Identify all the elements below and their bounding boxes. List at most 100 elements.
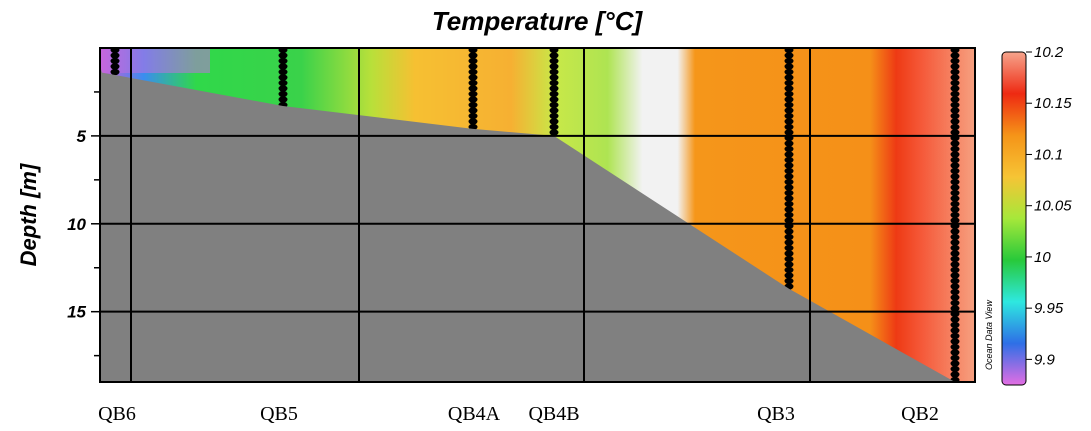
y-tick-label: 15 [67,303,86,322]
sample-point [950,96,960,103]
colorbar-tick-label: 9.95 [1034,300,1064,317]
sample-point [468,52,478,59]
sample-point [784,277,794,285]
sample-point [950,371,960,378]
colorbar-tick-label: 10.2 [1034,44,1064,61]
sample-point [950,178,960,186]
colorbar-tick-label: 10.05 [1034,198,1072,215]
sample-point [784,52,794,59]
sample-point [950,85,960,92]
sample-point [950,68,960,76]
sample-point [549,101,559,109]
sample-point [950,79,960,87]
sample-point [784,48,794,54]
sample-point [784,129,794,136]
sample-point [468,123,478,131]
sample-point [784,173,794,180]
sample-point [278,90,288,98]
sample-point [110,68,120,76]
sample-point [549,57,559,65]
sample-point [950,90,960,98]
sample-point [950,321,960,329]
sample-point [784,178,794,186]
sample-point [950,305,960,312]
sample-point [549,123,559,131]
sample-point [549,85,559,92]
sample-point [784,261,794,268]
sample-point [950,118,960,125]
sample-point [468,118,478,125]
sample-point [278,85,288,92]
sample-point [278,79,288,87]
sample-point [950,294,960,301]
sample-point [784,101,794,109]
plot-area [100,48,975,382]
sample-point [784,250,794,257]
sample-point [468,107,478,114]
sample-point [950,173,960,180]
sample-point [950,239,960,246]
sample-point [468,90,478,98]
sample-point [784,74,794,81]
sample-point [950,283,960,290]
sample-point [468,101,478,109]
colorbar-tick-label: 10.15 [1034,95,1072,112]
sample-point [950,52,960,59]
sample-point [950,123,960,131]
colorbar-ticks: 10.2 10.15 10.1 10.05 10 9.95 9.9 [1026,44,1072,368]
sample-point [784,189,794,197]
sample-point [950,74,960,81]
sample-point [784,206,794,213]
sample-point [549,129,559,136]
sample-point [549,52,559,59]
profile-qb4b [549,48,559,136]
sample-point [784,57,794,65]
sample-point [784,145,794,153]
colorbar-tick-label: 10.1 [1034,146,1063,163]
sample-point [110,57,120,65]
sample-point [784,211,794,219]
sample-point [950,299,960,307]
chart-title: Temperature [°C] [432,6,644,36]
sample-point [950,338,960,345]
sample-point [784,140,794,147]
sample-point [784,195,794,202]
colorbar-ramp [1001,51,1027,386]
watermark: Ocean Data View [984,300,994,370]
sample-point [468,68,478,76]
sample-point [784,162,794,169]
sample-point [950,277,960,285]
sample-point [784,107,794,114]
sample-point [950,195,960,202]
sample-point [950,354,960,362]
sample-point [278,52,288,59]
sample-point [950,140,960,147]
sample-point [549,118,559,125]
profile-qb4a [468,48,478,131]
sample-point [110,48,120,54]
sample-point [278,48,288,54]
sample-point [950,107,960,114]
sample-point [950,112,960,120]
sample-point [950,316,960,323]
sample-point [784,156,794,164]
sample-point [950,228,960,235]
sample-point [950,129,960,136]
sample-point [950,272,960,279]
sample-point [950,332,960,340]
sample-point [549,90,559,98]
grid-lines [100,48,975,382]
sample-point [549,96,559,103]
sample-point [468,63,478,70]
sample-point [784,217,794,224]
sample-point [950,57,960,65]
colorbar-tick-label: 10 [1034,249,1051,266]
sample-point [468,48,478,54]
sample-point [784,184,794,191]
sample-point [784,200,794,208]
sample-point [278,96,288,103]
sample-point [549,68,559,76]
sample-point [950,48,960,54]
sample-point [278,57,288,65]
